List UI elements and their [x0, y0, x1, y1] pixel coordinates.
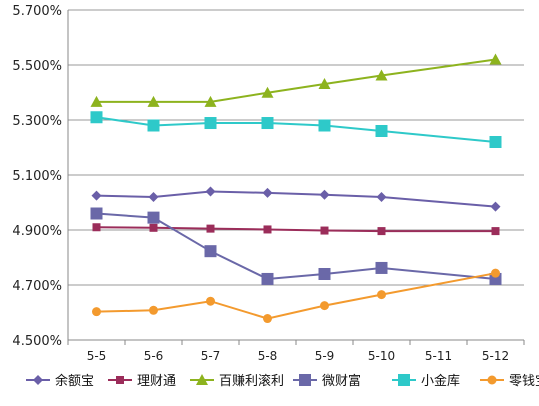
legend-swatch-marker — [116, 376, 124, 384]
series-2 — [92, 223, 500, 236]
data-point — [204, 117, 217, 130]
data-point — [206, 224, 215, 233]
legend-swatch-marker — [196, 374, 208, 385]
data-point — [204, 245, 217, 258]
data-point — [91, 190, 102, 201]
data-point — [147, 211, 160, 224]
data-point — [377, 290, 386, 300]
data-point — [376, 192, 387, 202]
data-point — [261, 117, 274, 130]
data-point — [261, 86, 274, 98]
y-axis-ticks: 4.500% 4.700% 4.900% 5.100% 5.300% 5.500% 5.70… — [12, 4, 62, 349]
legend-swatch-marker — [33, 375, 43, 385]
legend-swatch-marker — [299, 374, 311, 386]
x-tick-label: 5-6 — [144, 349, 164, 363]
data-point — [375, 261, 388, 274]
data-point — [377, 227, 386, 236]
data-point — [148, 192, 159, 202]
y-tick-label: 4.500% — [12, 334, 62, 349]
data-point — [320, 226, 329, 235]
legend-swatch-marker — [487, 375, 497, 385]
series-1 — [91, 186, 501, 212]
data-point — [205, 186, 216, 197]
data-point — [489, 53, 502, 65]
x-axis-ticks: 5-5 5-6 5-7 5-8 5-9 5-10 5-11 5-12 — [67, 340, 525, 363]
data-point — [147, 95, 160, 107]
legend-item: 百赚利滚利 — [190, 373, 284, 389]
data-point — [491, 268, 500, 278]
legend-item: 零钱宝 — [480, 374, 539, 389]
series-6 — [92, 268, 500, 324]
legend-item: 理财通 — [108, 374, 176, 389]
grid-lines — [67, 9, 524, 341]
series-5 — [90, 111, 502, 148]
data-point — [90, 207, 103, 220]
data-point — [149, 223, 158, 232]
data-point — [206, 296, 215, 306]
data-point — [90, 95, 103, 107]
x-tick-label: 5-9 — [315, 349, 335, 363]
data-point — [491, 227, 500, 236]
data-point — [489, 136, 502, 148]
legend-label: 理财通 — [137, 374, 176, 389]
data-point — [319, 189, 330, 200]
series-3 — [90, 53, 502, 107]
data-point — [149, 305, 158, 315]
data-point — [263, 314, 272, 324]
y-tick-label: 5.300% — [12, 114, 62, 129]
data-point — [318, 119, 331, 132]
x-tick-label: 5-8 — [258, 349, 278, 363]
data-point — [261, 272, 274, 285]
legend-swatch-marker — [398, 374, 410, 386]
x-tick-label: 5-11 — [425, 349, 452, 363]
data-point — [92, 223, 101, 232]
legend-item: 微财富 — [293, 373, 361, 389]
y-tick-label: 4.900% — [12, 224, 62, 239]
legend-label: 零钱宝 — [509, 374, 539, 389]
y-tick-label: 5.700% — [12, 4, 62, 19]
x-tick-label: 5-12 — [482, 349, 509, 363]
data-point — [490, 201, 501, 212]
x-tick-label: 5-5 — [87, 349, 107, 363]
series-4 — [90, 207, 502, 285]
series-line — [96, 58, 496, 103]
data-point — [263, 225, 272, 234]
x-tick-label: 5-7 — [201, 349, 221, 363]
legend-item: 余额宝 — [26, 373, 94, 389]
data-point — [204, 95, 217, 107]
data-point — [318, 77, 331, 89]
y-tick-label: 5.500% — [12, 59, 62, 74]
data-point — [375, 69, 388, 81]
legend-label: 百赚利滚利 — [219, 373, 284, 389]
x-tick-label: 5-10 — [368, 349, 395, 363]
data-point — [147, 119, 160, 132]
data-point — [92, 307, 101, 317]
legend-label: 小金库 — [421, 373, 460, 389]
plot-area — [90, 53, 502, 324]
data-point — [375, 125, 388, 137]
legend-label: 余额宝 — [55, 373, 94, 389]
data-point — [90, 111, 103, 124]
data-point — [320, 301, 329, 311]
y-tick-label: 5.100% — [12, 169, 62, 184]
legend-label: 微财富 — [322, 373, 361, 389]
legend-item: 小金库 — [392, 373, 460, 389]
data-point — [262, 187, 273, 198]
data-point — [318, 268, 331, 280]
y-tick-label: 4.700% — [12, 279, 62, 294]
legend: 余额宝 理财通 百赚利滚利 微财富 小金库 零钱宝 — [26, 373, 539, 389]
